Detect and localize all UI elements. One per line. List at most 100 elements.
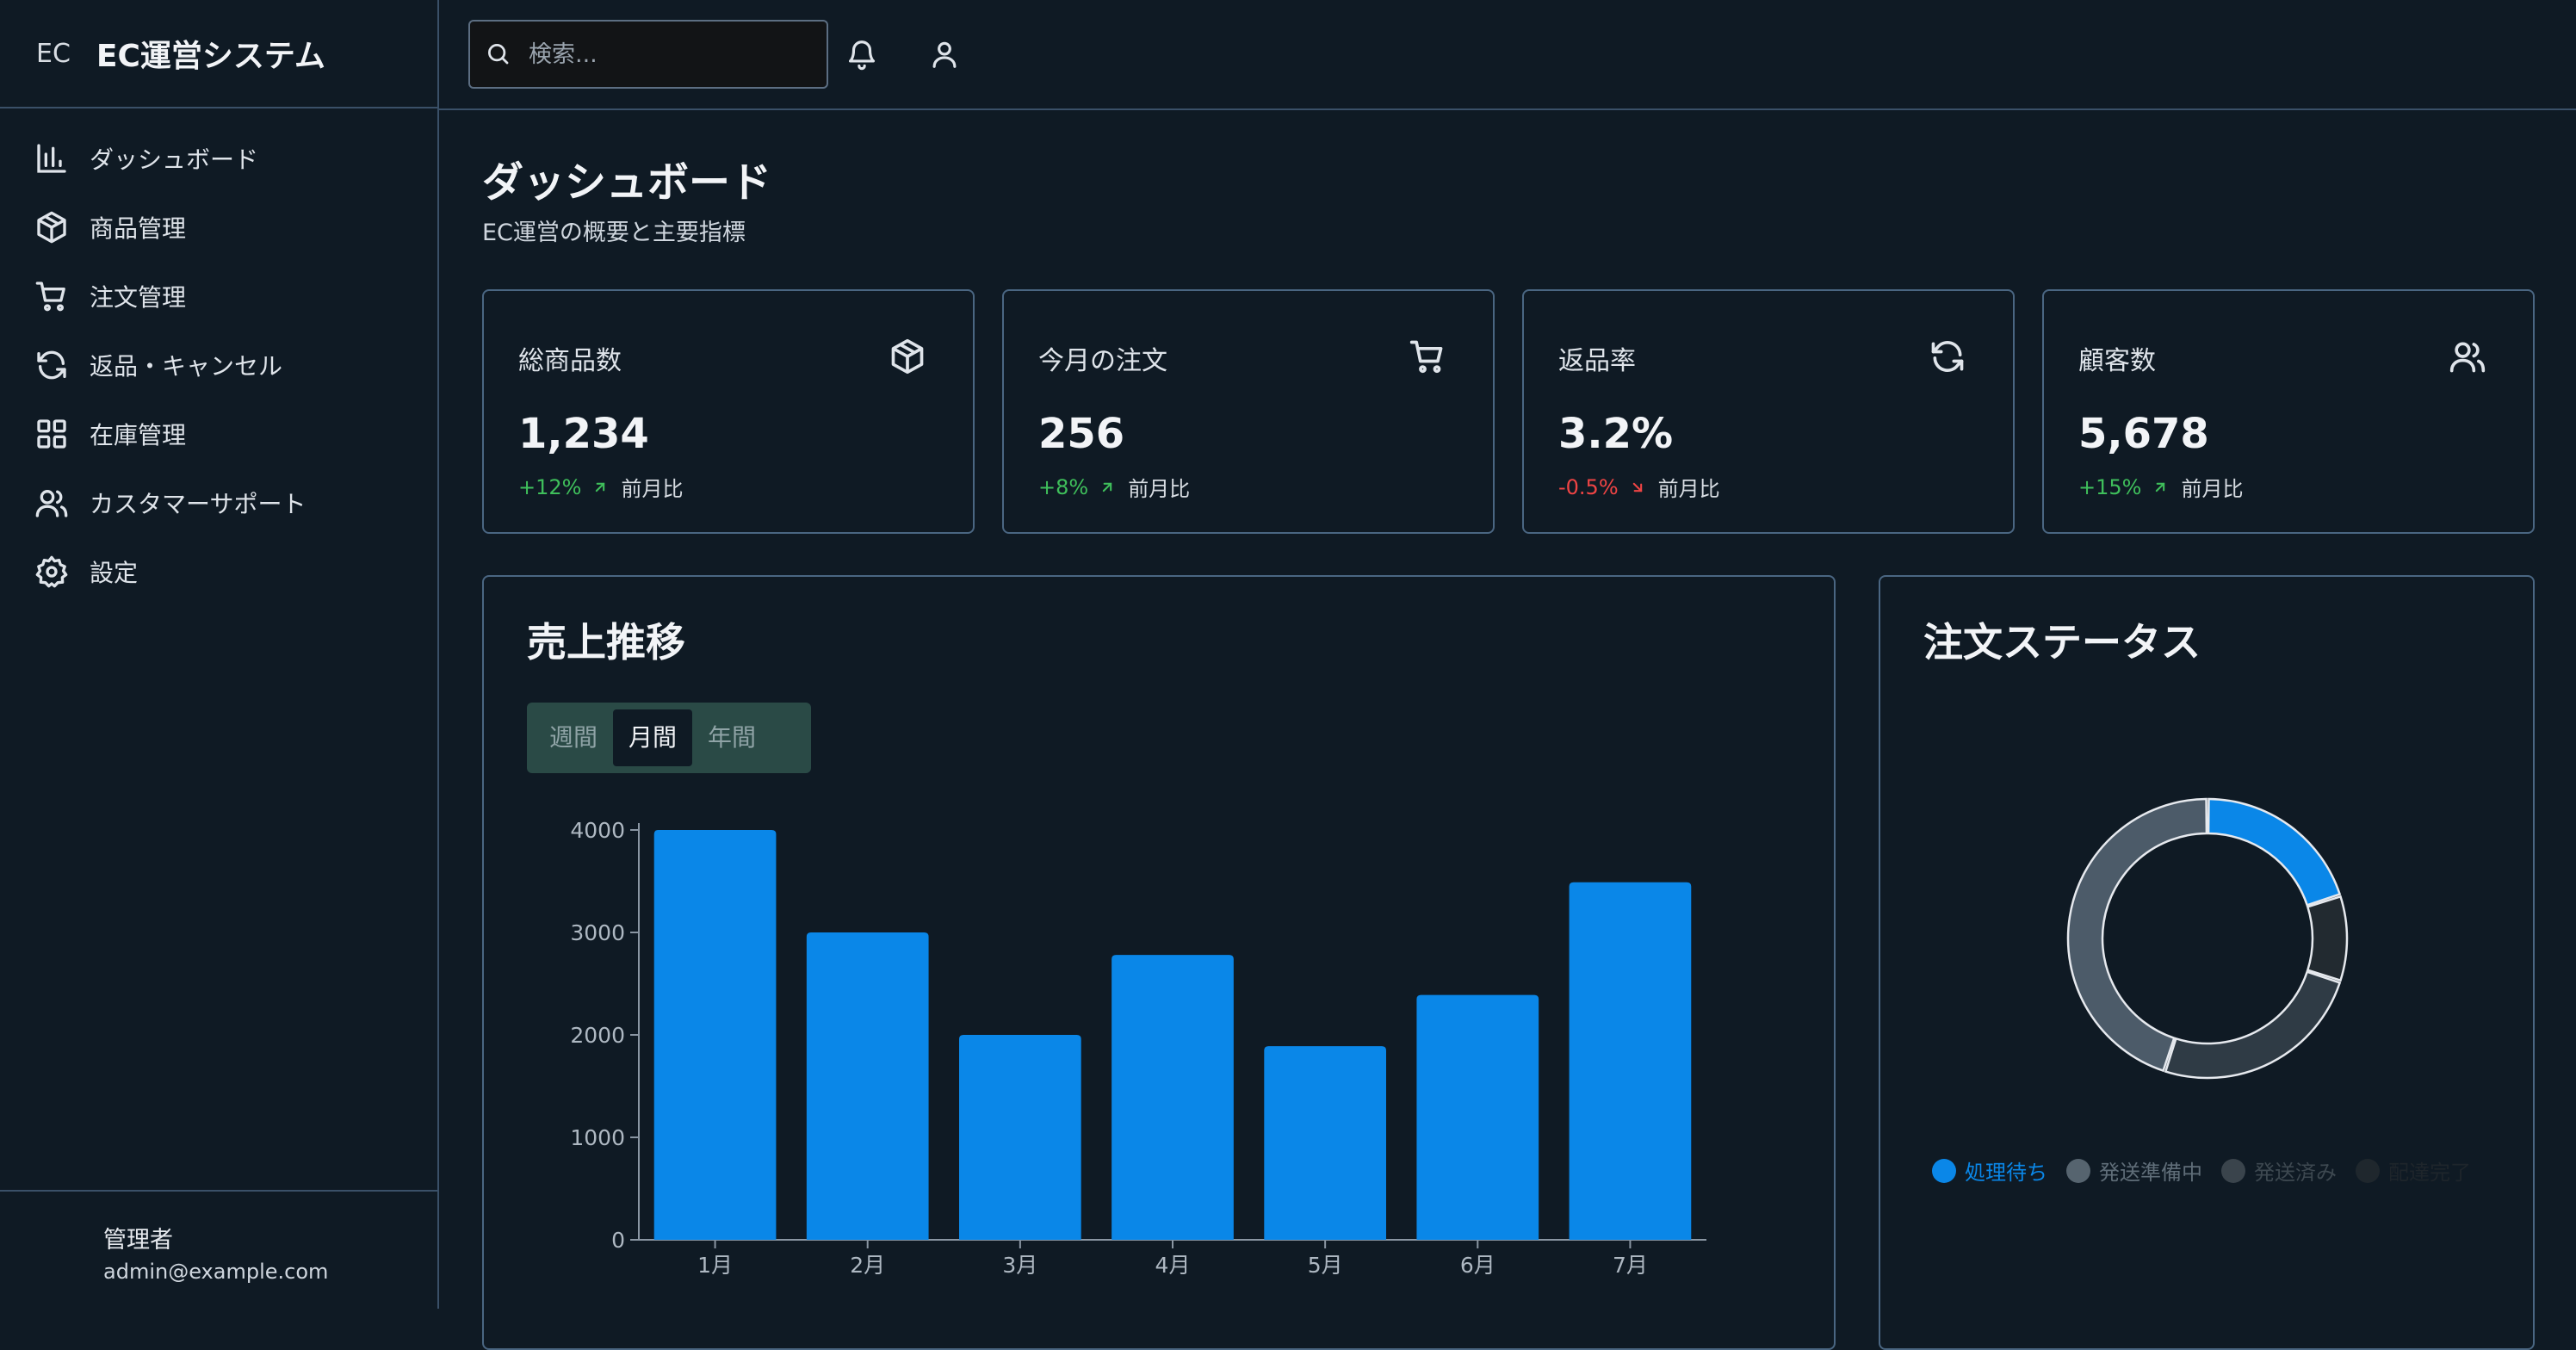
x-tick-label: 3月: [1002, 1253, 1037, 1278]
x-tick-label: 4月: [1155, 1253, 1191, 1278]
stat-card-products: 総商品数 1,234 +12% 前月比: [482, 289, 975, 534]
stat-delta-value: +15%: [2078, 474, 2142, 499]
arrow-up-right-icon: [1102, 482, 1112, 492]
order-status-panel-title: 注文ステータス: [1923, 619, 2201, 666]
legend-label: 配達完了: [2388, 1161, 2471, 1185]
page-title: ダッシュボード: [482, 158, 772, 207]
stat-delta: +8% 前月比: [1038, 472, 1190, 502]
x-tick-label: 6月: [1460, 1253, 1495, 1278]
refresh-icon: [1931, 341, 1964, 372]
stat-card-customers: 顧客数 5,678 +15% 前月比: [2042, 289, 2535, 534]
sidebar-item-orders[interactable]: 注文管理: [0, 262, 437, 331]
stat-label: 総商品数: [518, 346, 622, 376]
order-status-legend: 処理待ち 発送準備中 発送済み 配達完了: [1932, 1155, 2490, 1186]
sidebar-item-inventory[interactable]: 在庫管理: [0, 399, 437, 468]
donut-slice[interactable]: [2306, 895, 2349, 982]
legend-swatch: [2066, 1158, 2090, 1183]
x-tick-label: 7月: [1613, 1253, 1648, 1278]
sidebar-item-settings[interactable]: 設定: [0, 537, 437, 606]
users-icon: [2449, 342, 2486, 373]
legend-item[interactable]: 配達完了: [2356, 1155, 2471, 1186]
bar[interactable]: [806, 932, 929, 1240]
sales-panel-title: 売上推移: [527, 619, 685, 666]
sidebar-item-label: ダッシュボード: [90, 146, 259, 174]
sidebar-item-label: カスタマーサポート: [90, 490, 307, 518]
sidebar-item-support[interactable]: カスタマーサポート: [0, 468, 437, 537]
legend-label: 処理待ち: [1965, 1161, 2047, 1185]
stat-delta-note: 前月比: [1657, 477, 1720, 501]
sidebar-nav: ダッシュボード 商品管理 注文管理 返品・キャンセル 在庫管理 カスタマーサポー…: [0, 108, 437, 606]
donut-slice[interactable]: [2066, 797, 2208, 1073]
search-box[interactable]: [468, 20, 828, 89]
bar[interactable]: [959, 1035, 1081, 1240]
donut-slice[interactable]: [2207, 797, 2342, 907]
y-tick-label: 1000: [570, 1125, 625, 1150]
stat-delta-note: 前月比: [1128, 477, 1191, 501]
bar[interactable]: [1112, 955, 1234, 1240]
bar-chart-icon: [37, 144, 66, 173]
period-toggle: 週間 月間 年間: [527, 703, 811, 773]
order-status-donut-chart: [2066, 797, 2349, 1080]
bar[interactable]: [653, 830, 777, 1240]
legend-swatch: [2356, 1158, 2380, 1183]
legend-item[interactable]: 発送済み: [2221, 1155, 2337, 1186]
legend-swatch: [2221, 1158, 2245, 1183]
bar[interactable]: [1569, 882, 1692, 1240]
stat-delta-note: 前月比: [2181, 477, 2244, 501]
period-yearly-button[interactable]: 年間: [708, 723, 757, 752]
arrow-down-right-icon: [1632, 482, 1642, 492]
y-tick-label: 0: [611, 1228, 625, 1253]
brand-logo: EC: [36, 38, 71, 69]
sidebar-item-label: 設定: [90, 559, 139, 587]
stat-delta: -0.5% 前月比: [1558, 472, 1720, 502]
cart-icon: [1409, 340, 1443, 374]
stat-value: 5,678: [2078, 410, 2209, 458]
donut-slice[interactable]: [2164, 970, 2342, 1080]
stat-card-return-rate: 返品率 3.2% -0.5% 前月比: [1522, 289, 2015, 534]
sidebar-item-label: 商品管理: [90, 214, 187, 243]
stat-value: 1,234: [518, 410, 649, 458]
bar[interactable]: [1416, 994, 1539, 1240]
cart-icon: [35, 282, 65, 312]
legend-label: 発送済み: [2254, 1161, 2337, 1185]
sidebar-item-dashboard[interactable]: ダッシュボード: [0, 124, 437, 193]
search-icon: [488, 44, 509, 65]
bar[interactable]: [1264, 1046, 1386, 1240]
refresh-icon: [37, 350, 66, 380]
stat-value: 3.2%: [1558, 410, 1674, 458]
x-tick-label: 1月: [697, 1253, 733, 1278]
sidebar-item-label: 注文管理: [90, 283, 187, 312]
stat-delta-value: -0.5%: [1558, 474, 1619, 499]
period-monthly-button[interactable]: 月間: [613, 709, 693, 766]
search-input[interactable]: [527, 40, 806, 69]
stat-value: 256: [1038, 410, 1125, 458]
legend-swatch: [1932, 1158, 1956, 1183]
sidebar-item-products[interactable]: 商品管理: [0, 193, 437, 262]
sidebar-item-returns[interactable]: 返品・キャンセル: [0, 331, 437, 399]
y-tick-label: 2000: [570, 1023, 625, 1048]
user-name: 管理者: [103, 1227, 173, 1254]
user-info[interactable]: 管理者 admin@example.com: [0, 1190, 437, 1309]
y-tick-label: 3000: [570, 920, 625, 945]
stat-delta-value: +12%: [518, 474, 582, 499]
gear-icon: [35, 555, 68, 588]
topbar: [439, 0, 2576, 110]
sidebar-item-label: 返品・キャンセル: [90, 352, 283, 381]
bell-icon[interactable]: [845, 38, 878, 71]
period-weekly-button[interactable]: 週間: [549, 723, 598, 752]
legend-item[interactable]: 発送準備中: [2066, 1155, 2202, 1186]
legend-label: 発送準備中: [2099, 1161, 2202, 1185]
package-icon: [891, 338, 924, 375]
x-tick-label: 2月: [850, 1253, 885, 1278]
legend-item[interactable]: 処理待ち: [1932, 1155, 2047, 1186]
sales-panel: 売上推移 週間 月間 年間 0 1000 2000 3000 4000 1月 2月 3月 4月 5…: [482, 575, 1836, 1350]
sidebar: EC EC運営システム ダッシュボード 商品管理 注文管理 返品・キャンセル 在…: [0, 0, 439, 1309]
grid-icon: [37, 419, 66, 449]
stat-card-orders: 今月の注文 256 +8% 前月比: [1002, 289, 1495, 534]
users-icon: [35, 490, 68, 517]
user-icon[interactable]: [928, 38, 961, 71]
user-email: admin@example.com: [103, 1260, 329, 1284]
package-icon: [37, 211, 66, 244]
sidebar-item-label: 在庫管理: [90, 421, 187, 449]
arrow-up-right-icon: [2156, 482, 2165, 492]
